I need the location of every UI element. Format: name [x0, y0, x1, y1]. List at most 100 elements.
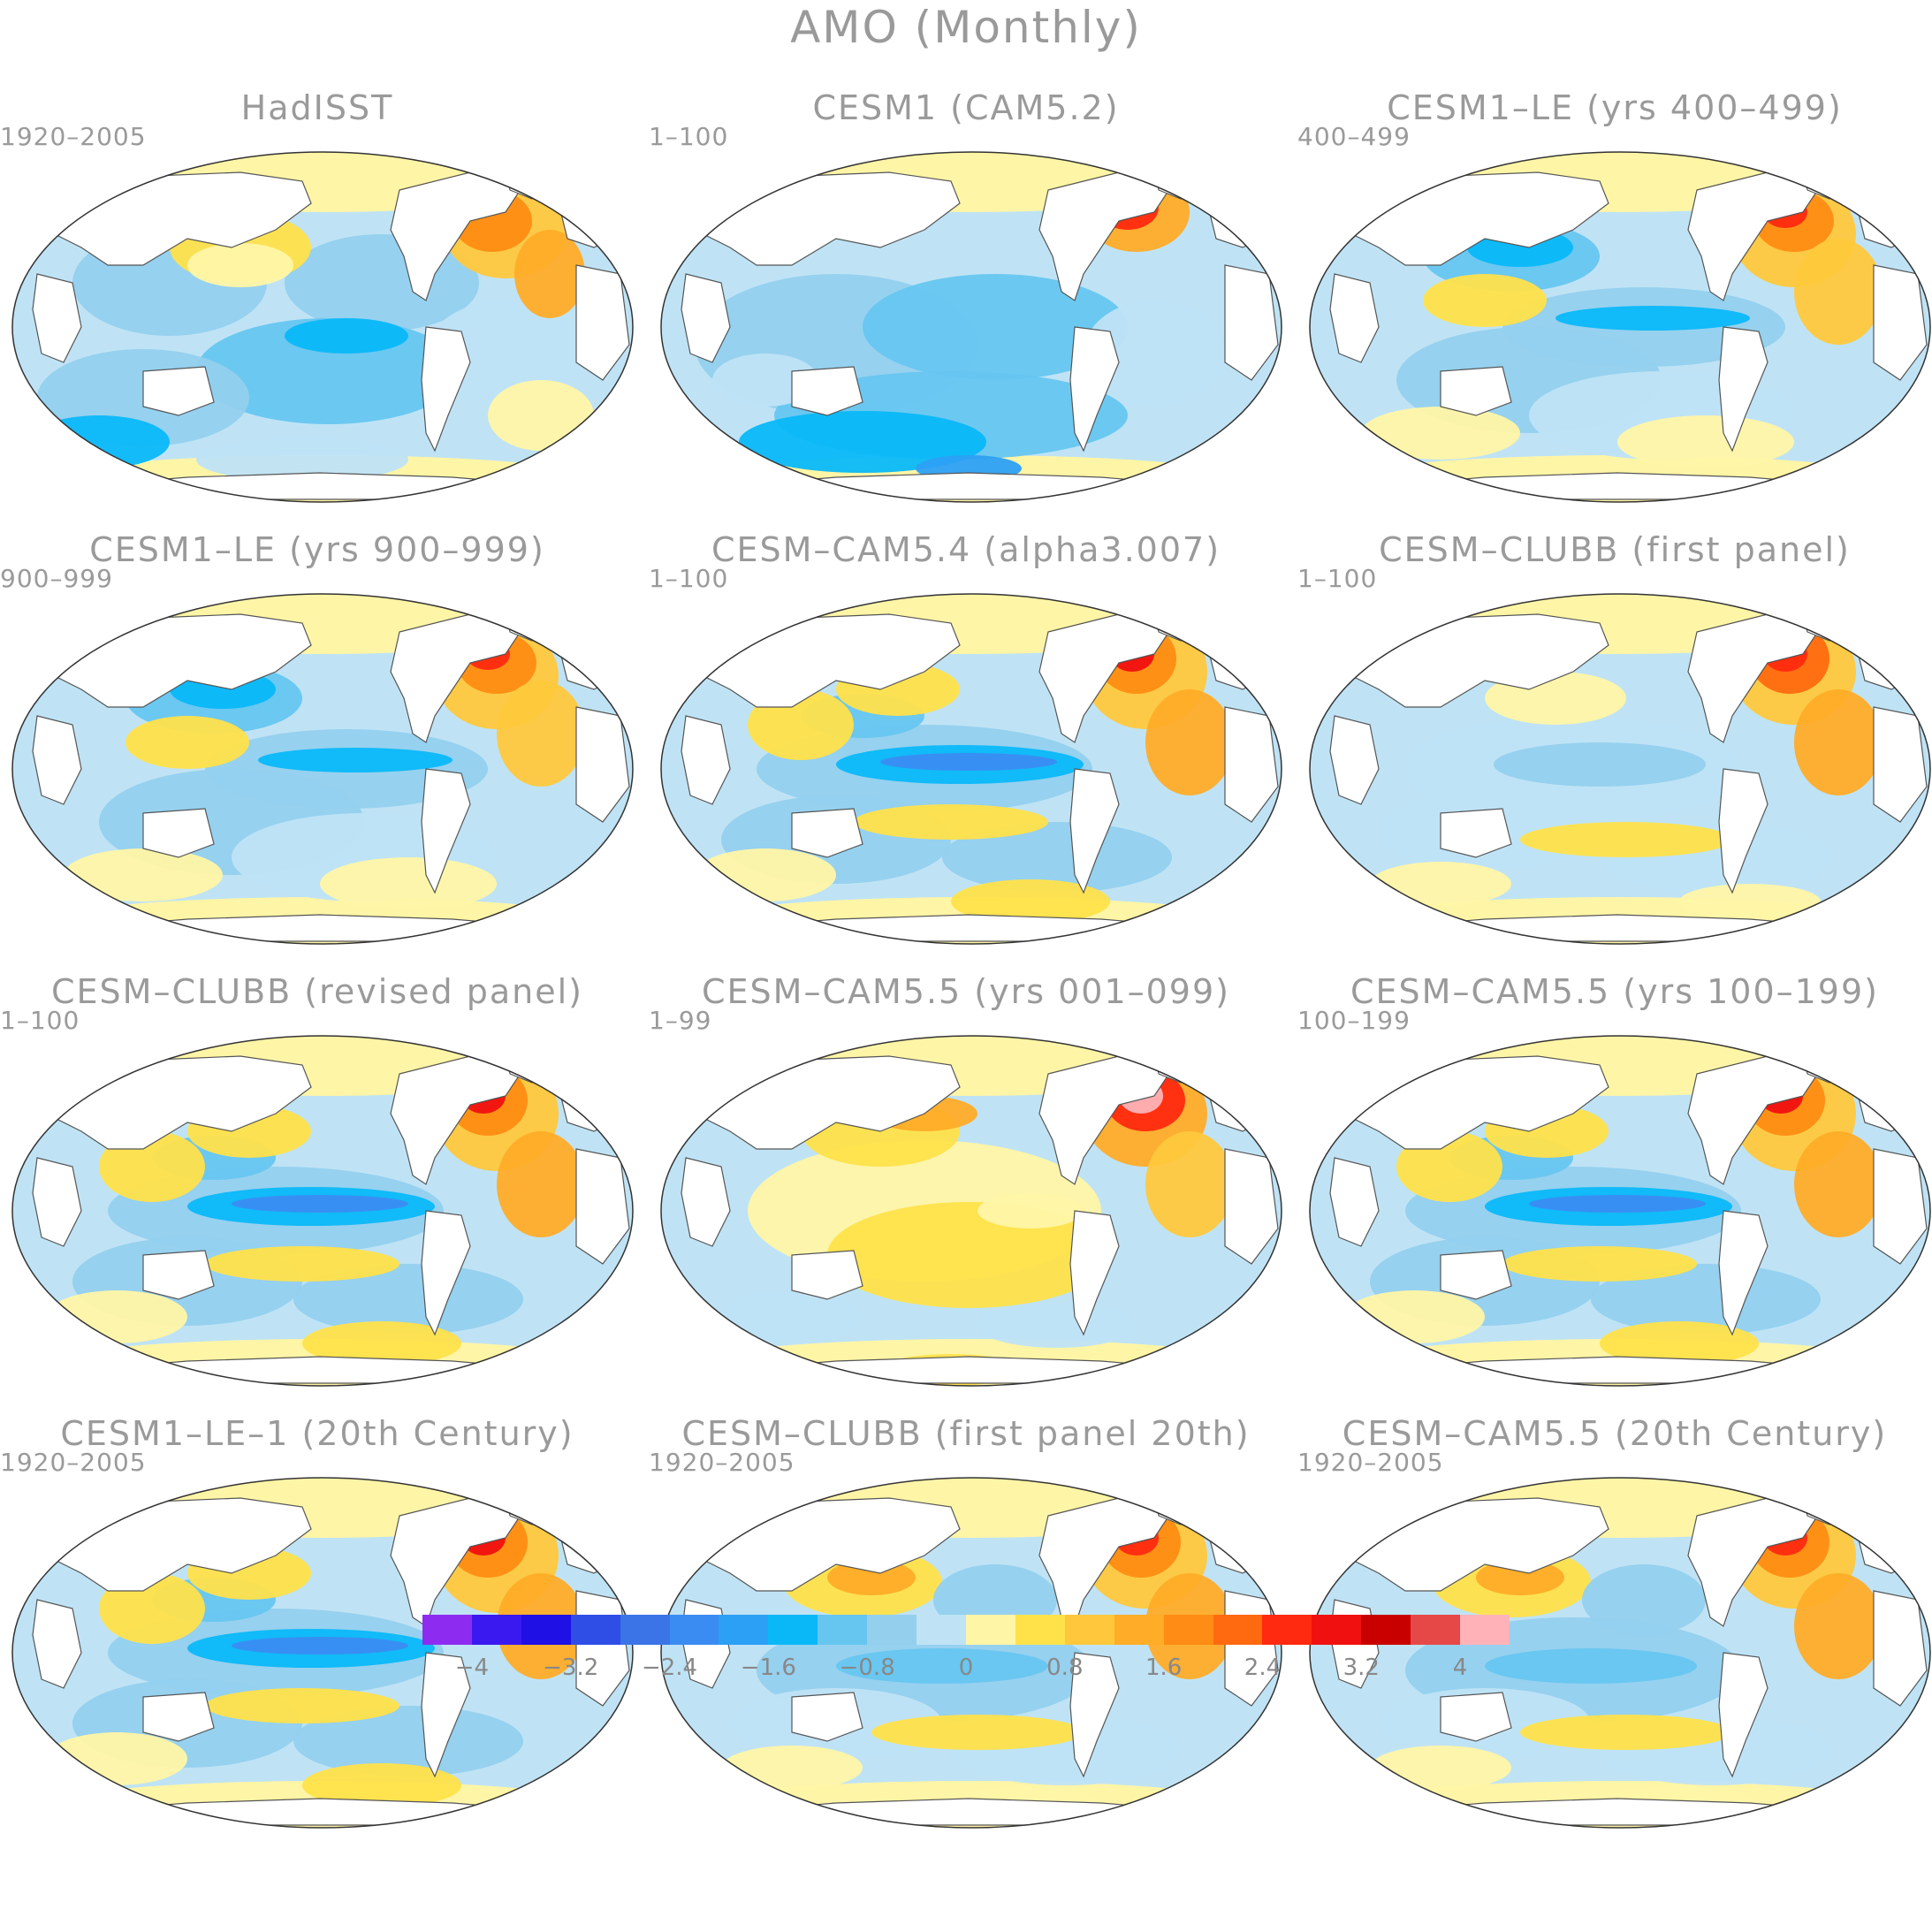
continent-outline [1224, 706, 1279, 823]
continent-outline [575, 264, 630, 381]
colorbar-tick-label: 4 [1452, 1655, 1468, 1681]
anomaly-blob [977, 1304, 1137, 1348]
anomaly-blob [293, 1264, 523, 1335]
continent-outline [1440, 366, 1512, 416]
anomaly-blob [1370, 862, 1511, 906]
anomaly-blob [64, 848, 223, 901]
anomaly-blob [1679, 884, 1821, 919]
continent-outline [791, 1250, 863, 1300]
colorbar-tick-label: −4 [454, 1655, 490, 1681]
colorbar-swatch [1411, 1615, 1461, 1645]
map-border [11, 593, 634, 945]
map-border [1309, 593, 1931, 945]
colorbar-swatch [1015, 1615, 1065, 1645]
anomaly-blob [258, 748, 453, 772]
anomaly-blob [721, 1746, 863, 1790]
map-panel: CESM–CAM5.5 (yrs 100–199) 100–199 [1297, 972, 1932, 1388]
continent-outline [1873, 264, 1928, 381]
colorbar-swatch [1064, 1615, 1114, 1645]
robinson-map [1309, 593, 1931, 945]
panel-title: CESM1–LE (yrs 900–999) [89, 530, 545, 569]
continent-outline [421, 1210, 471, 1336]
continent-outline [1718, 326, 1768, 453]
panel-title: CESM–CLUBB (first panel) [1379, 530, 1851, 569]
continent-outline [32, 1599, 82, 1689]
anomaly-blob [1361, 407, 1520, 460]
map-border [660, 593, 1282, 945]
continent-outline [32, 273, 82, 363]
panel-title: CESM–CAM5.5 (20th Century) [1342, 1414, 1888, 1453]
anomaly-blob [488, 380, 594, 451]
continent-outline [80, 914, 560, 942]
continent-outline [80, 1356, 560, 1384]
anomaly-blob [1494, 742, 1706, 787]
colorbar-tick-label: 0 [958, 1655, 974, 1681]
colorbar-swatch [917, 1615, 966, 1645]
map-border [660, 1035, 1282, 1387]
continent-outline [80, 1798, 560, 1826]
anomaly-blob [497, 1131, 585, 1237]
anomaly-blob [1476, 1560, 1564, 1595]
anomaly-blob [320, 857, 497, 910]
anomaly-blob [721, 1290, 863, 1343]
panel-title: CESM–CAM5.4 (alpha3.007) [711, 530, 1221, 569]
continent-outline [1069, 1210, 1120, 1336]
anomaly-blob [854, 804, 1048, 840]
panel-title: HadISST [240, 88, 394, 127]
anomaly-blob [827, 1560, 916, 1595]
figure-title: AMO (Monthly) [790, 2, 1142, 53]
continent-outline [1377, 1798, 1858, 1826]
colorbar-swatch [1213, 1615, 1263, 1645]
continent-outline [1377, 472, 1858, 500]
continent-outline [728, 914, 1209, 942]
colorbar-swatch [1460, 1615, 1510, 1645]
robinson-map [660, 1035, 1282, 1387]
panel-title: CESM–CLUBB (revised panel) [51, 972, 583, 1011]
continent-outline [1873, 1590, 1928, 1707]
anomaly-blob [205, 1688, 399, 1723]
continent-outline [1440, 1692, 1512, 1742]
anomaly-blob [514, 230, 585, 318]
anomaly-blob [232, 1195, 408, 1213]
continent-outline [421, 1652, 471, 1778]
colorbar-tick-label: −0.8 [839, 1655, 895, 1681]
robinson-map [660, 593, 1282, 945]
colorbar [422, 1615, 1510, 1645]
colorbar-tick-label: −3.2 [543, 1655, 599, 1681]
anomaly-blob [1555, 306, 1750, 331]
anomaly-blob [1794, 1573, 1883, 1679]
anomaly-blob [126, 716, 249, 769]
anomaly-blob [1617, 415, 1794, 468]
robinson-map [11, 151, 634, 503]
continent-outline [1440, 1250, 1512, 1300]
continent-outline [32, 1157, 82, 1247]
robinson-map [1309, 151, 1931, 503]
anomaly-blob [695, 848, 836, 901]
anomaly-blob [205, 1246, 399, 1282]
colorbar-swatch [1114, 1615, 1164, 1645]
robinson-map [660, 151, 1282, 503]
panel-title: CESM1–LE–1 (20th Century) [60, 1414, 574, 1453]
panel-years-label: 1–100 [1297, 564, 1378, 593]
panel-years-label: 1920–2005 [0, 122, 147, 151]
anomaly-blob [426, 300, 585, 407]
map-panel: CESM–CLUBB (first panel) 1–100 [1297, 530, 1932, 946]
continent-outline [1873, 1148, 1928, 1265]
colorbar-swatch [1361, 1615, 1411, 1645]
colorbar-swatch [818, 1615, 868, 1645]
anomaly-blob [1370, 1746, 1511, 1790]
colorbar-swatch [620, 1615, 670, 1645]
panel-title: CESM–CAM5.5 (yrs 100–199) [1350, 972, 1879, 1011]
colorbar-swatch [1312, 1615, 1362, 1645]
map-border [11, 1035, 634, 1387]
map-border [660, 1477, 1282, 1829]
continent-outline [142, 808, 215, 858]
map-panel: HadISST 1920–2005 [0, 88, 635, 504]
anomaly-blob [863, 274, 1128, 380]
continent-outline [575, 706, 630, 823]
map-panel: CESM1–LE (yrs 400–499) 400–499 [1297, 88, 1932, 504]
panel-years-label: 1–100 [649, 122, 729, 151]
continent-outline [1224, 1148, 1279, 1265]
map-panel: CESM1 (CAM5.2) 1–100 [649, 88, 1283, 504]
colorbar-tick-label: −1.6 [740, 1655, 796, 1681]
